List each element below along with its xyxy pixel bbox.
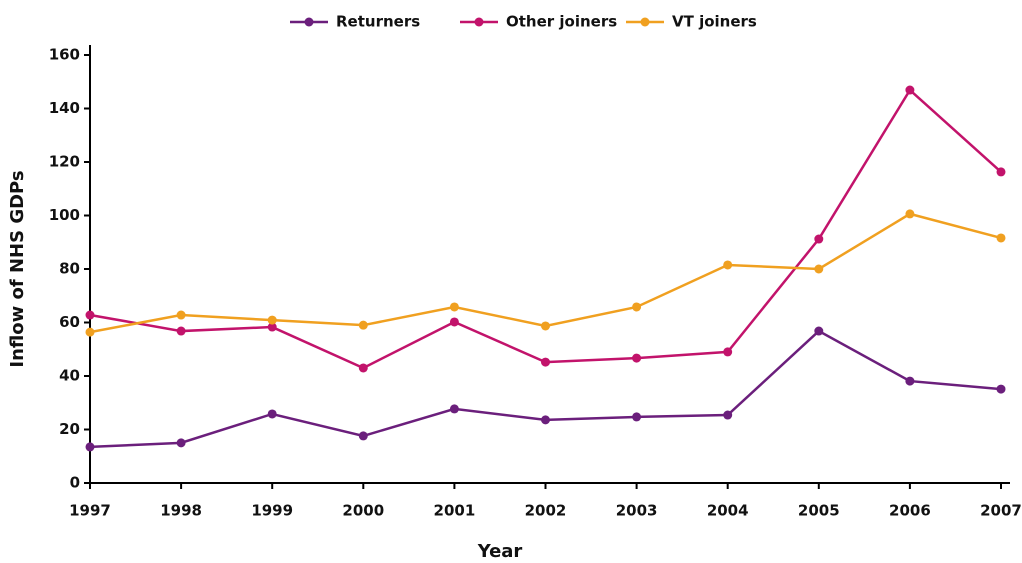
point (85, 442, 95, 452)
point (85, 327, 95, 337)
series-line (89, 329, 1002, 449)
point (723, 347, 733, 357)
legend-marker (304, 17, 314, 27)
y-axis-title: Inflow of NHS GDPs (7, 170, 28, 367)
point (267, 322, 277, 332)
point (814, 234, 824, 244)
point (632, 412, 642, 422)
point (632, 353, 642, 363)
point (358, 363, 368, 373)
point (358, 320, 368, 330)
legend-label: VT joiners (672, 13, 757, 31)
x-tick-label: 2002 (525, 502, 567, 520)
point (996, 167, 1006, 177)
point (996, 233, 1006, 243)
point (814, 326, 824, 336)
point (814, 264, 824, 274)
point (632, 302, 642, 312)
point (85, 310, 95, 320)
y-tick-label: 120 (49, 153, 80, 171)
point (905, 85, 915, 95)
y-tick-label: 20 (59, 420, 80, 438)
y-tick-label: 60 (59, 313, 80, 331)
x-tick-label: 2007 (980, 502, 1022, 520)
point (905, 376, 915, 386)
x-tick-label: 2006 (889, 502, 931, 520)
series-line (89, 212, 1002, 334)
point (723, 410, 733, 420)
point (541, 321, 550, 331)
x-tick-label: 2004 (707, 502, 749, 520)
x-tick-label: 2003 (616, 502, 658, 520)
point (449, 302, 459, 312)
x-tick-label: 1999 (251, 502, 293, 520)
point (267, 409, 277, 419)
y-tick-label: 100 (49, 206, 80, 224)
point (267, 315, 277, 325)
point (449, 317, 459, 327)
x-tick-label: 2005 (798, 502, 840, 520)
y-tick-label: 160 (49, 46, 80, 64)
x-tick-label: 2000 (342, 502, 384, 520)
y-tick-label: 140 (49, 99, 80, 117)
point (176, 438, 186, 448)
x-axis-title: Year (477, 541, 523, 562)
point (996, 384, 1006, 394)
point (176, 310, 186, 320)
point (723, 260, 733, 270)
x-tick-label: 1997 (69, 502, 111, 520)
point (541, 357, 550, 367)
y-tick-label: 80 (59, 260, 80, 278)
point (176, 326, 186, 336)
legend-label: Other joiners (506, 13, 617, 31)
y-tick-label: 0 (70, 474, 80, 492)
point (358, 431, 368, 441)
legend-marker (474, 17, 484, 27)
legend-label: Returners (336, 13, 420, 31)
point (541, 415, 550, 425)
x-tick-label: 1998 (160, 502, 202, 520)
y-tick-label: 40 (59, 367, 80, 385)
point (449, 404, 459, 414)
x-tick-label: 2001 (434, 502, 476, 520)
point (905, 209, 915, 219)
legend-marker (640, 17, 650, 27)
